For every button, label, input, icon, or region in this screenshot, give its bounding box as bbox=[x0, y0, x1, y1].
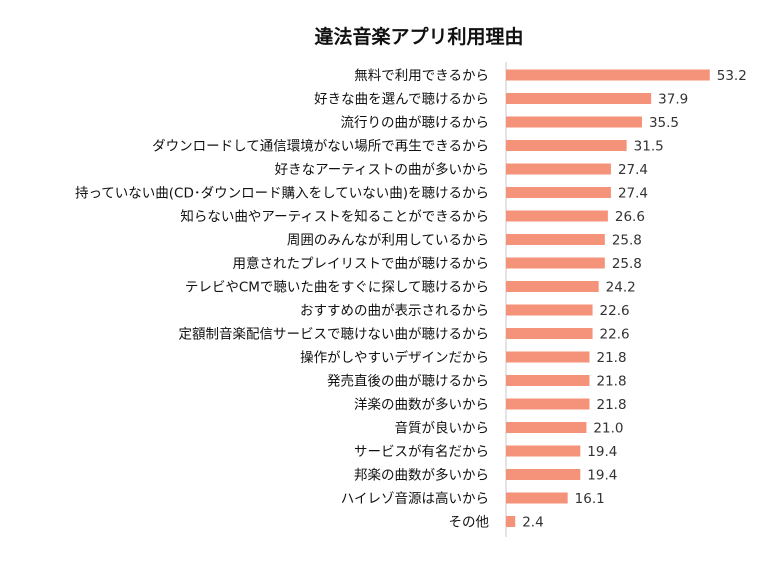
bar bbox=[506, 398, 590, 410]
data-label: 26.6 bbox=[615, 209, 645, 225]
bar bbox=[506, 163, 611, 175]
data-label: 22.6 bbox=[600, 303, 630, 319]
category-label: 持っていない曲(CD･ダウンロード購入をしていない曲)を聴けるから bbox=[75, 186, 489, 202]
bar bbox=[506, 281, 599, 292]
category-label: サービスが有名だから bbox=[354, 444, 489, 460]
data-label: 31.5 bbox=[634, 139, 664, 155]
data-label: 35.5 bbox=[649, 115, 679, 131]
data-label: 27.4 bbox=[618, 186, 648, 202]
category-label: 好きなアーティストの曲が多いから bbox=[275, 161, 489, 178]
category-label: 好きな曲を選んで聴けるから bbox=[314, 92, 489, 108]
data-label: 2.4 bbox=[522, 515, 543, 531]
bar bbox=[506, 492, 568, 504]
bar bbox=[506, 257, 605, 269]
data-label: 19.4 bbox=[587, 468, 617, 484]
category-label: 操作がしやすいデザインだから bbox=[300, 349, 489, 366]
category-label: 用意されたプレイリストで曲が聴けるから bbox=[233, 255, 490, 272]
bar bbox=[506, 516, 516, 527]
category-label: 流行りの曲が聴けるから bbox=[341, 115, 490, 131]
category-label: 知らない曲やアーティストを知ることができるから bbox=[180, 208, 489, 225]
bar bbox=[506, 69, 710, 81]
data-label: 53.2 bbox=[717, 68, 747, 84]
chart-title: 違法音楽アプリ利用理由 bbox=[314, 25, 523, 48]
bar-series: 無料で利用できるから 53.2 好きな曲を選んで聴けるから 37.9 流行りの曲が聴ける… bbox=[75, 68, 747, 531]
category-label: 洋楽の曲数が多いから bbox=[354, 396, 489, 413]
category-label: 定額制音楽配信サービスで聴けない曲が聴けるから bbox=[179, 326, 490, 343]
category-label: 無料で利用できるから bbox=[354, 68, 489, 84]
category-label: 邦楽の曲数が多いから bbox=[354, 467, 489, 484]
bar bbox=[506, 140, 627, 151]
data-label: 16.1 bbox=[575, 491, 605, 507]
bar bbox=[506, 304, 593, 316]
data-label: 24.2 bbox=[606, 280, 636, 296]
bar bbox=[506, 234, 605, 245]
data-label: 25.8 bbox=[612, 256, 642, 272]
data-label: 19.4 bbox=[587, 444, 617, 460]
data-label: 22.6 bbox=[600, 327, 630, 343]
bar bbox=[506, 422, 587, 433]
bar bbox=[506, 328, 593, 339]
bar bbox=[506, 116, 642, 128]
category-label: おすすめの曲が表示されるから bbox=[300, 303, 489, 319]
bar bbox=[506, 93, 652, 104]
data-label: 21.8 bbox=[596, 350, 626, 366]
data-label: 21.8 bbox=[596, 374, 626, 390]
bar bbox=[506, 187, 611, 198]
category-label: テレビやCMで聴いた曲をすぐに探して聴けるから bbox=[185, 280, 489, 296]
bar bbox=[506, 469, 581, 480]
data-label: 21.0 bbox=[593, 421, 623, 437]
data-label: 37.9 bbox=[658, 92, 688, 108]
category-label: 発売直後の曲が聴けるから bbox=[327, 374, 489, 390]
category-label: 音質が良いから bbox=[395, 420, 490, 437]
bar bbox=[506, 445, 581, 457]
bar bbox=[506, 375, 590, 386]
data-label: 21.8 bbox=[596, 397, 626, 413]
category-label: ダウンロードして通信環境がない場所で再生できるから bbox=[152, 139, 489, 155]
bar bbox=[506, 210, 608, 222]
category-label: ハイレゾ音源は高いから bbox=[341, 490, 489, 507]
category-label: その他 bbox=[449, 515, 490, 531]
data-label: 27.4 bbox=[618, 162, 648, 178]
bar bbox=[506, 351, 590, 363]
data-label: 25.8 bbox=[612, 233, 642, 249]
category-label: 周囲のみんなが利用しているから bbox=[287, 233, 489, 249]
